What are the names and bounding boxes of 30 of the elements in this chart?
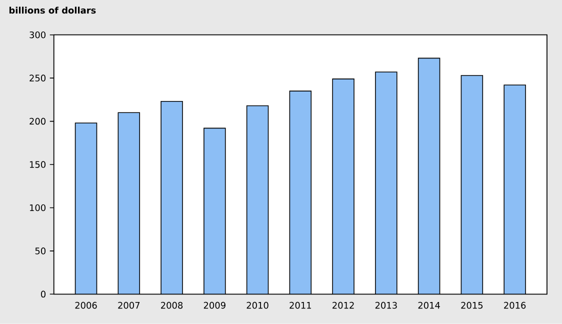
x-tick-label: 2007 (118, 302, 140, 309)
bar (118, 112, 140, 294)
x-tick-label: 2012 (332, 302, 354, 309)
bar (332, 78, 354, 294)
bar (246, 105, 269, 294)
x-tick-label: 2008 (161, 302, 183, 309)
x-tick-label: 2013 (375, 302, 397, 309)
bar (418, 58, 440, 294)
bar (504, 84, 526, 294)
y-tick-label: 250 (30, 74, 46, 82)
y-tick-label: 100 (30, 204, 46, 212)
bar (375, 72, 398, 294)
y-tick-label: 200 (30, 118, 46, 125)
bar (204, 128, 226, 294)
x-tick-label: 2011 (290, 302, 311, 309)
x-tick-label: 2009 (204, 302, 226, 309)
x-tick-label: 2010 (246, 302, 268, 309)
y-tick-label: 150 (30, 161, 46, 168)
bar (74, 122, 98, 294)
bar (160, 101, 183, 294)
bar (289, 90, 312, 294)
y-tick-label: 300 (30, 31, 46, 38)
y-tick-label: 0 (41, 290, 46, 298)
y-axis-title: billions of dollars (9, 6, 96, 14)
bar (460, 75, 484, 294)
x-tick-label: 2014 (418, 302, 440, 309)
x-tick-label: 2015 (461, 302, 483, 309)
y-tick-label: 50 (35, 248, 46, 254)
x-tick-label: 2016 (504, 302, 526, 309)
x-tick-label: 2006 (75, 302, 97, 309)
